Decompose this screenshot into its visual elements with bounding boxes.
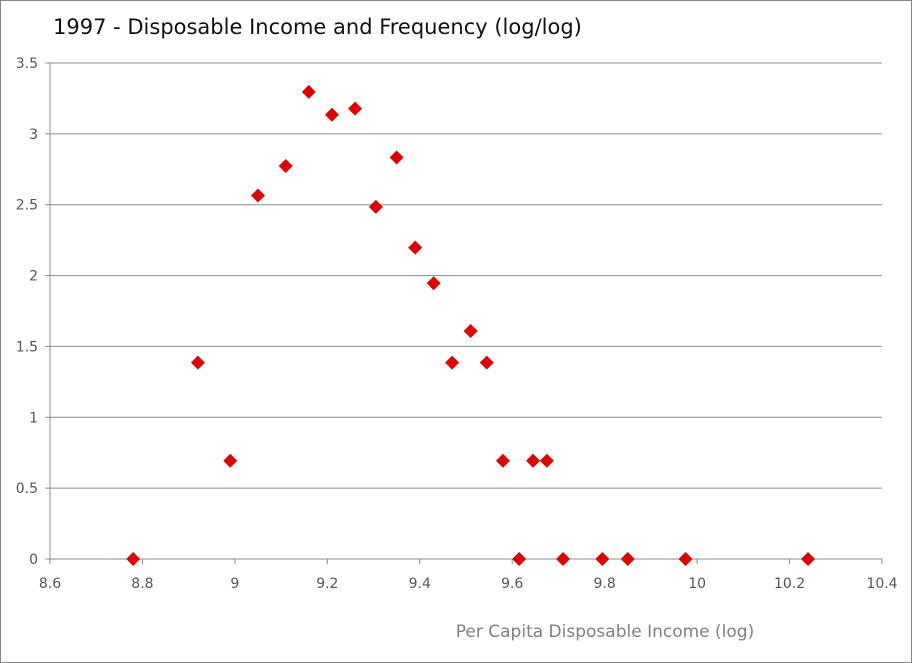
data-point-diamond (324, 107, 339, 122)
data-point-diamond (495, 453, 510, 468)
x-axis-ticks: 8.6 8.8 9 9.2 9.4 9.6 9.8 10 10.2 10.4 (39, 559, 898, 592)
data-point-diamond (426, 276, 441, 291)
data-point-diamond (678, 552, 693, 566)
data-point-diamond (479, 355, 494, 370)
x-tick-label: 10.4 (866, 576, 897, 592)
data-point-diamond (126, 552, 141, 566)
x-tick-label: 8.6 (39, 576, 61, 592)
x-tick-label: 8.8 (131, 576, 153, 592)
y-tick-label: 1.5 (16, 339, 38, 355)
x-tick-label: 9.6 (501, 576, 523, 592)
data-point-diamond (301, 84, 316, 99)
data-point-diamond (408, 240, 423, 255)
data-point-diamond (512, 552, 527, 566)
data-point-diamond (445, 355, 460, 370)
y-tick-label: 3.5 (16, 56, 38, 72)
x-tick-label: 10.2 (774, 576, 805, 592)
y-axis-ticks: 0 0.5 1 1.5 2 2.5 3 3.5 (16, 56, 50, 568)
y-tick-label: 0.5 (16, 481, 38, 497)
data-point-diamond (251, 188, 265, 203)
data-point-diamond (389, 150, 404, 165)
x-tick-label: 9 (230, 576, 239, 592)
data-point-diamond (463, 323, 478, 338)
data-point-diamond (620, 552, 635, 566)
chart-title: 1997 - Disposable Income and Frequency (… (53, 15, 582, 39)
data-point-diamond (368, 199, 383, 214)
y-tick-label: 1 (29, 410, 38, 426)
data-point-diamond (526, 453, 541, 468)
x-tick-label: 9.4 (409, 576, 431, 592)
gridlines (50, 62, 882, 489)
data-point-diamond (539, 453, 554, 468)
y-tick-label: 2 (29, 269, 38, 285)
x-tick-label: 9.2 (316, 576, 338, 592)
y-tick-label: 0 (29, 552, 38, 568)
data-point-diamond (278, 159, 293, 174)
x-tick-label: 9.8 (594, 576, 616, 592)
x-axis-label: Per Capita Disposable Income (log) (456, 622, 754, 642)
data-point-diamond (348, 101, 363, 116)
data-point-diamond (223, 453, 238, 468)
data-point-diamond (595, 552, 610, 566)
data-point-diamond (556, 552, 571, 566)
y-tick-label: 3 (29, 127, 38, 143)
data-point-diamond (801, 552, 816, 566)
data-points (126, 84, 816, 566)
x-tick-label: 10 (688, 576, 706, 592)
data-point-diamond (190, 355, 205, 370)
y-tick-label: 2.5 (16, 198, 38, 214)
